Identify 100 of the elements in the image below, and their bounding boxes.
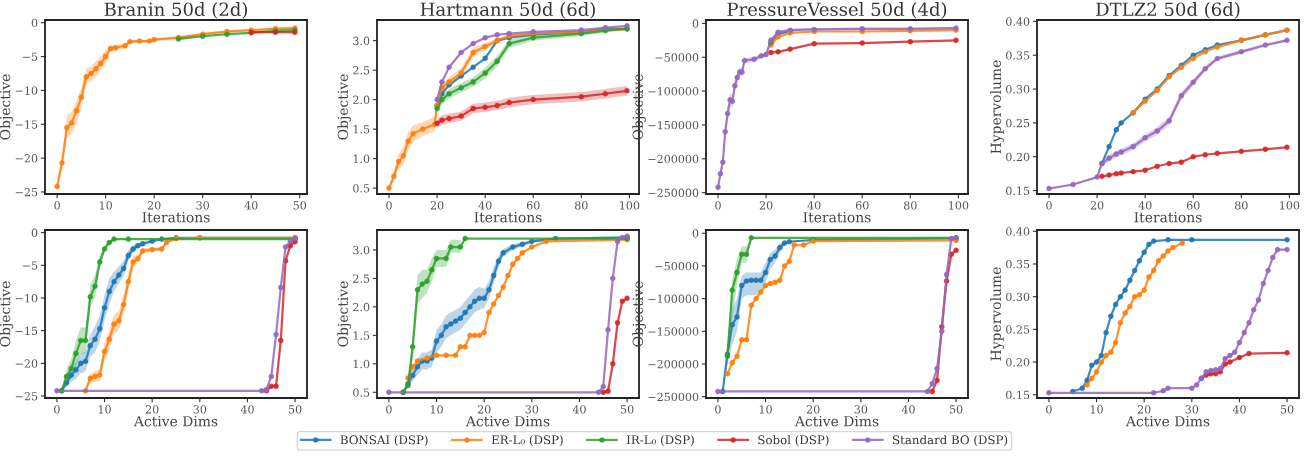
y-tick-label: 0.40 [1006, 227, 1030, 236]
y-axis-title: Objective [0, 281, 14, 347]
y-tick-label: −20 [15, 154, 38, 163]
x-tick-label: 60 [1186, 201, 1200, 210]
x-tick-label: 20 [759, 201, 773, 210]
x-axis-title: Active Dims [1125, 416, 1210, 427]
y-tick-label: 2.0 [353, 302, 370, 312]
y-tick-label: 0.20 [1006, 358, 1030, 367]
x-tick-label: 0 [386, 201, 392, 210]
x-tick-label: 20 [1090, 201, 1104, 210]
x-tick-label: 50 [1280, 405, 1294, 414]
y-tick-label: 0.30 [1006, 85, 1030, 94]
x-tick-label: 40 [572, 405, 586, 414]
x-tick-label: 50 [949, 405, 963, 414]
x-tick-label: 10 [759, 405, 772, 414]
x-tick-label: 40 [240, 405, 254, 414]
y-axis-title: Hypervolume [990, 267, 1004, 361]
chart-title: DTLZ2 50d (6d) [1096, 2, 1240, 19]
legend-label: IR-L₀ (DSP) [626, 435, 694, 446]
x-tick-label: 0 [1046, 201, 1052, 210]
y-axis-title: Objective [337, 74, 351, 140]
y-tick-label: 0.5 [353, 388, 370, 397]
y-tick-label: −250000 [648, 392, 699, 402]
y-tick-label: −100000 [648, 87, 699, 96]
x-tick-label: 20 [806, 405, 820, 414]
x-axis-title: Active Dims [133, 416, 218, 427]
x-tick-label: 0 [54, 405, 60, 414]
chart-title: PressureVessel 50d (4d) [727, 2, 947, 19]
y-tick-label: 1.0 [353, 154, 370, 163]
y-tick-label: −5 [22, 261, 38, 270]
x-tick-label: 30 [854, 405, 868, 414]
y-tick-label: 0.35 [1006, 51, 1030, 60]
x-tick-label: 0 [54, 201, 60, 210]
y-tick-label: −200000 [648, 359, 699, 369]
x-tick-label: 30 [1185, 405, 1199, 414]
x-tick-label: 0 [715, 405, 721, 414]
y-tick-label: 1.5 [353, 331, 370, 340]
x-tick-label: 80 [903, 201, 917, 210]
x-axis-title: Iterations [1134, 212, 1202, 223]
y-axis-title: Objective [0, 74, 14, 140]
x-tick-label: 40 [1138, 201, 1152, 210]
y-tick-label: 3.0 [353, 36, 370, 46]
y-tick-label: 0.25 [1006, 118, 1030, 128]
x-tick-label: 60 [855, 201, 869, 210]
y-axis-title: Hypervolume [990, 60, 1004, 154]
legend-label: ER-L₀ (DSP) [491, 435, 563, 446]
y-tick-label: −250000 [648, 188, 699, 198]
y-tick-label: 0 [31, 18, 38, 28]
y-tick-label: −25 [15, 392, 38, 401]
x-tick-label: 80 [1234, 201, 1248, 210]
y-axis-title: Objective [632, 74, 646, 140]
chart-title: Branin 50d (2d) [104, 2, 247, 19]
y-tick-label: 0.5 [353, 184, 370, 193]
x-tick-label: 20 [1137, 405, 1151, 414]
y-tick-label: −100000 [648, 294, 699, 304]
chart-title: Hartmann 50d (6d) [420, 2, 595, 19]
x-tick-label: 40 [1232, 405, 1246, 414]
x-tick-label: 20 [145, 405, 159, 414]
y-tick-label: 1.0 [353, 359, 370, 369]
x-tick-label: 100 [949, 201, 969, 210]
y-tick-label: −15 [15, 120, 38, 129]
x-tick-label: 50 [288, 405, 302, 414]
y-tick-label: 0 [692, 229, 699, 238]
x-tick-label: 20 [147, 201, 161, 210]
y-tick-label: −5 [22, 52, 38, 61]
y-tick-label: −150000 [648, 327, 699, 336]
x-tick-label: 40 [478, 201, 492, 210]
y-tick-label: 0.40 [1006, 17, 1030, 26]
y-tick-label: 0.20 [1006, 152, 1030, 162]
x-tick-label: 0 [1046, 405, 1052, 414]
x-tick-label: 80 [574, 201, 588, 210]
legend-label: BONSAI (DSP) [340, 435, 428, 446]
y-tick-label: −10 [15, 86, 38, 95]
y-tick-label: −20 [15, 359, 38, 368]
y-tick-label: 2.5 [353, 274, 370, 283]
y-tick-label: 0.15 [1006, 186, 1030, 195]
x-tick-label: 50 [293, 201, 307, 210]
y-axis-title: Objective [337, 281, 351, 347]
y-tick-label: 2.0 [353, 95, 370, 105]
y-tick-label: 0.15 [1006, 390, 1030, 400]
x-tick-label: 30 [196, 201, 210, 210]
x-tick-label: 30 [193, 405, 207, 414]
y-tick-label: 0.30 [1006, 292, 1030, 302]
x-axis-title: Iterations [142, 212, 210, 223]
x-tick-label: 30 [525, 405, 539, 414]
x-axis-title: Iterations [803, 212, 871, 223]
y-tick-label: 3.0 [353, 245, 370, 255]
x-tick-label: 10 [99, 201, 112, 210]
y-tick-label: 0 [692, 19, 699, 28]
y-tick-label: −50000 [655, 261, 699, 271]
y-tick-label: 0.35 [1006, 259, 1030, 269]
x-tick-label: 10 [430, 405, 443, 414]
y-tick-label: 2.5 [353, 66, 370, 75]
y-tick-label: 0.25 [1006, 325, 1030, 334]
x-tick-label: 50 [620, 405, 634, 414]
y-tick-label: −15 [15, 326, 38, 336]
x-tick-label: 20 [477, 405, 491, 414]
y-tick-label: 1.5 [353, 125, 370, 134]
x-tick-label: 40 [807, 201, 821, 210]
x-tick-label: 40 [901, 405, 915, 414]
